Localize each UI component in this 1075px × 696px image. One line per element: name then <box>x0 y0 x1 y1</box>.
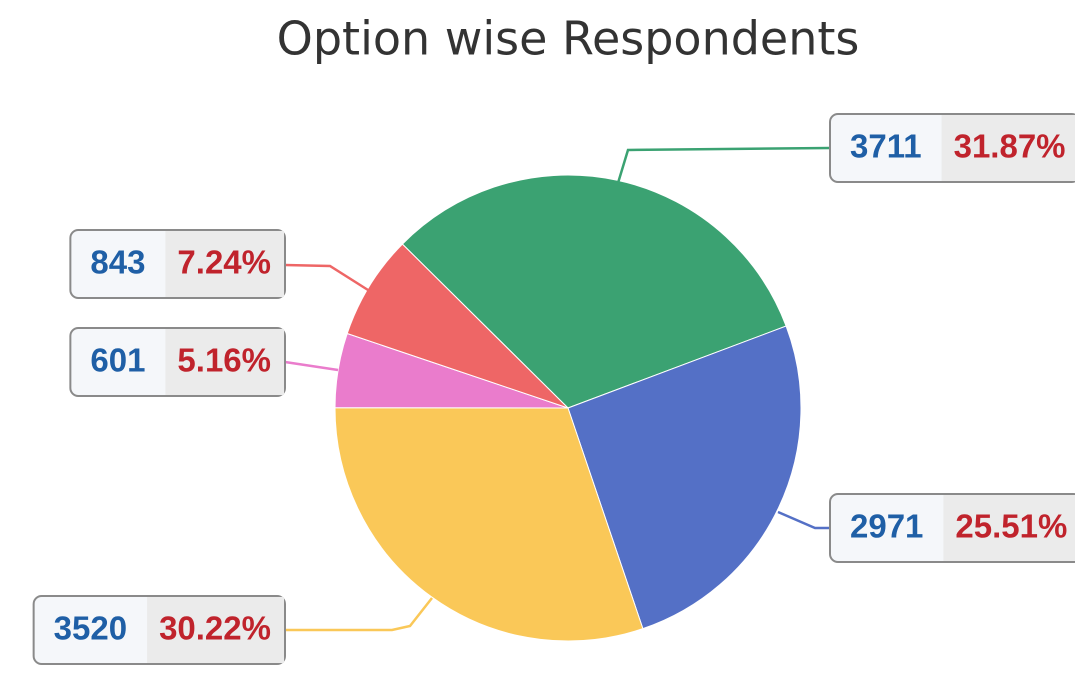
pie-slice <box>346 243 569 409</box>
label-pct-bg <box>943 495 1075 561</box>
data-label: 3711 31.87% <box>829 113 1075 183</box>
label-pct-bg <box>941 115 1075 181</box>
label-count: 601 <box>90 342 145 379</box>
label-line <box>777 510 830 530</box>
data-label: 843 7.24% <box>69 229 286 299</box>
label-line <box>616 146 831 184</box>
pie-slice <box>567 325 802 630</box>
label-percent: 7.24% <box>177 244 271 281</box>
label-count: 3711 <box>850 128 922 165</box>
label-percent: 5.16% <box>177 342 271 379</box>
label-line <box>285 597 433 632</box>
data-label: 3520 30.22% <box>32 595 286 665</box>
label-count: 843 <box>90 244 145 281</box>
label-pct-bg <box>165 231 284 297</box>
pie-slice <box>334 407 644 642</box>
label-percent: 25.51% <box>955 508 1067 545</box>
label-line <box>284 360 339 372</box>
label-pct-bg <box>165 329 284 395</box>
chart-title: Option wise Respondents <box>277 12 860 66</box>
label-count: 2971 <box>850 508 923 545</box>
label-percent: 30.22% <box>159 610 271 647</box>
data-label: 601 5.16% <box>69 327 286 397</box>
label-count: 3520 <box>54 610 127 647</box>
label-line <box>284 263 369 292</box>
label-percent: 31.87% <box>954 128 1066 165</box>
label-pct-bg <box>147 597 284 663</box>
data-label: 2971 25.51% <box>829 493 1075 563</box>
pie-slice <box>401 174 787 409</box>
